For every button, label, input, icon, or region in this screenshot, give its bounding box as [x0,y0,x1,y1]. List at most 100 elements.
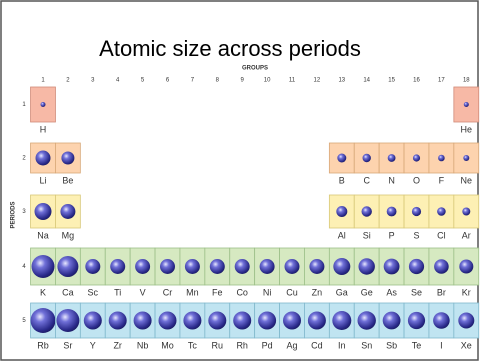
atom [61,151,75,165]
atom [458,312,475,329]
element-symbol: Na [37,230,49,240]
atom [83,311,102,330]
element-symbol: Co [236,287,248,297]
group-number: 12 [314,78,321,84]
group-number: 1 [41,78,45,84]
element-symbol: Sc [88,287,99,297]
group-number: 6 [166,78,170,84]
atom [208,311,227,330]
element-symbol: Ne [461,175,473,185]
element-symbol: Zr [113,340,122,350]
period-number: 5 [22,318,26,324]
atom [459,259,474,274]
atom [408,258,425,275]
period-number: 1 [22,102,26,108]
atom [433,312,450,329]
element-symbol: Ge [361,287,373,297]
element-symbol: As [386,287,397,297]
element-symbol: Kr [462,287,471,297]
period-number: 4 [22,264,26,270]
atom [387,154,396,162]
element-symbol: Mo [161,340,174,350]
element-cell [204,247,231,286]
atom [31,255,55,278]
atom [437,207,446,216]
atom [333,258,351,275]
element-symbol: Cd [311,340,323,350]
group-number: 2 [66,78,70,84]
atom [233,311,252,330]
period-number: 3 [22,209,26,215]
element-symbol: Y [90,340,96,350]
element-symbol: Cr [163,287,173,297]
groups-label: GROUPS [242,66,268,72]
atom [183,311,202,330]
atom [336,206,348,217]
atom [108,311,127,330]
element-symbol: Xe [461,340,472,350]
element-symbol: Cl [437,230,446,240]
atom [438,154,445,162]
atom [30,308,56,333]
atom [57,256,79,277]
element-symbol: H [40,124,47,134]
atom [383,258,400,275]
atom [411,206,422,217]
group-number: 13 [338,78,345,84]
element-symbol: V [140,287,146,297]
element-cell [453,194,480,229]
element-symbol: Ti [114,287,121,297]
atom [463,102,469,107]
element-cell [353,142,380,174]
atom [135,259,151,274]
element-symbol: Cu [286,287,298,297]
element-symbol: Pd [262,340,273,350]
group-number: 8 [216,78,220,84]
atom [386,206,397,217]
element-symbol: K [40,287,46,297]
element-symbol: Sr [63,340,72,350]
element-symbol: Si [363,230,371,240]
atom [407,311,426,330]
element-symbol: B [339,175,345,185]
group-number: 15 [388,78,395,84]
atom [361,206,372,217]
element-symbol: F [439,175,445,185]
atom [382,311,401,330]
group-number: 10 [264,78,271,84]
atom [463,155,470,161]
group-number: 14 [363,78,370,84]
element-symbol: Te [412,340,422,350]
element-symbol: Ru [212,340,224,350]
element-cell [403,194,430,229]
atom [60,204,76,219]
element-symbol: Mg [62,230,75,240]
element-symbol: Mn [186,287,199,297]
element-symbol: Li [39,175,46,185]
atom [434,259,449,274]
element-symbol: Sn [361,340,372,350]
atom [412,154,421,162]
group-number: 16 [413,78,420,84]
group-number: 7 [191,78,195,84]
atom [40,102,46,107]
element-symbol: Ga [336,287,348,297]
element-symbol: Tc [188,340,198,350]
title: Atomic size across periods [99,36,361,61]
element-symbol: Fe [212,287,223,297]
atom [358,258,375,275]
atom [258,311,277,330]
atom [35,150,51,166]
period-number: 2 [22,156,26,162]
atom [110,259,126,274]
group-number: 3 [91,78,95,84]
group-number: 4 [116,78,120,84]
element-symbol: I [440,340,443,350]
element-symbol: Ni [263,287,272,297]
atom [209,259,225,274]
atom [259,259,275,274]
atom [85,259,101,274]
atom [332,311,352,330]
element-symbol: Rh [236,340,248,350]
